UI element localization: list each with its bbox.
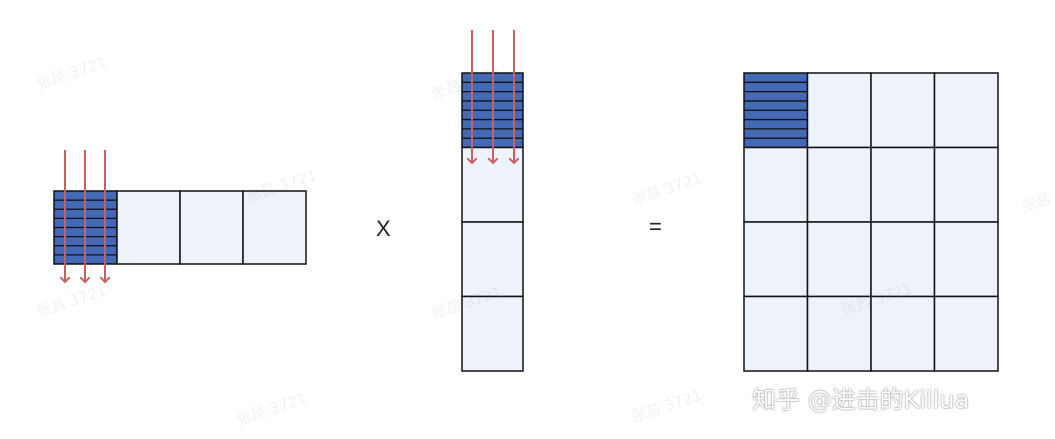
result-matrix-tile bbox=[870, 146, 936, 223]
middle-matrix-tile bbox=[461, 295, 524, 372]
equals-operator: = bbox=[649, 214, 662, 239]
result-matrix-tile bbox=[870, 295, 936, 372]
result-matrix-tile bbox=[806, 295, 872, 372]
result-matrix-tile bbox=[806, 72, 872, 149]
author-credit: 知乎 @进击的Killua bbox=[752, 386, 970, 414]
left-matrix bbox=[53, 190, 307, 265]
left-matrix-tile bbox=[242, 190, 307, 265]
left-matrix-tile bbox=[179, 190, 244, 265]
result-matrix-tile bbox=[870, 221, 936, 298]
result-matrix bbox=[743, 72, 999, 372]
multiply-operator: X bbox=[376, 216, 391, 241]
result-matrix-tile bbox=[743, 146, 809, 223]
result-matrix-tile bbox=[743, 295, 809, 372]
left-matrix-tile bbox=[116, 190, 181, 265]
result-matrix-tile bbox=[933, 295, 999, 372]
result-matrix-tile bbox=[933, 221, 999, 298]
result-matrix-tile bbox=[870, 72, 936, 149]
middle-matrix-tile bbox=[461, 221, 524, 298]
arrow-group bbox=[65, 30, 514, 282]
result-matrix-tile bbox=[933, 72, 999, 149]
result-matrix-tile bbox=[806, 146, 872, 223]
result-matrix-tile bbox=[806, 221, 872, 298]
result-matrix-tile bbox=[743, 221, 809, 298]
result-matrix-tile bbox=[933, 146, 999, 223]
